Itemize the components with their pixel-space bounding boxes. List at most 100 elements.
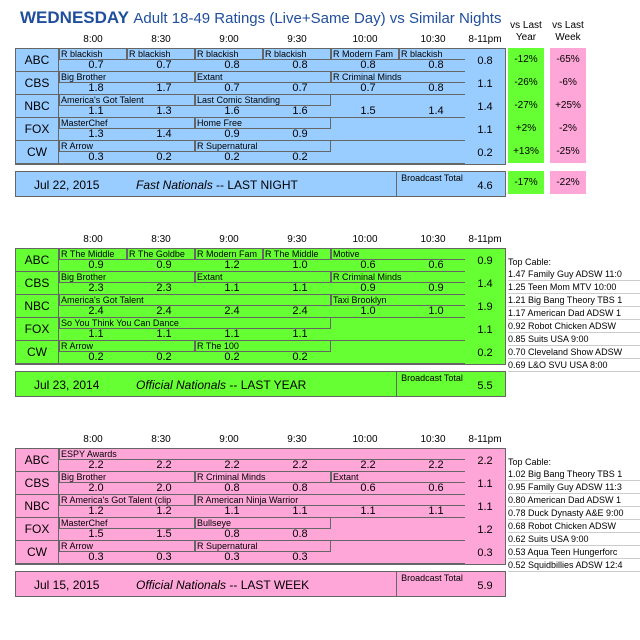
rating-value: 0.3 <box>292 551 308 563</box>
top-cable-item: 1.02 Big Bang Theory TBS 1 <box>508 468 640 481</box>
section-description-period: -- LAST NIGHT <box>216 178 298 192</box>
top-cable-title: Top Cable: <box>508 457 552 467</box>
rating-value: 1.0 <box>292 259 308 271</box>
network-label: ABC <box>16 249 59 271</box>
rating-value: 2.2 <box>88 459 104 471</box>
show-name: Home Free <box>195 118 331 129</box>
network-row-cbs: CBS Big Brother Extant R Criminal Minds 2.3 2… <box>16 272 467 295</box>
rating-value: 1.3 <box>88 128 104 140</box>
ratings-section-green: 8:00 8:30 9:00 9:30 10:00 10:30 8-11pm ABC R The… <box>0 234 640 434</box>
title-day: WEDNESDAY <box>20 8 129 27</box>
vs-last-year-value: +2% <box>508 117 544 140</box>
network-grid: ABC R The Middle R The Goldbe R Modern Fam R… <box>15 248 467 365</box>
rating-value: 1.5 <box>88 528 104 540</box>
network-row-cw: CW R Arrow R Supernatural 0.3 0.3 0.3 0.3 <box>16 541 466 564</box>
vs-last-week-value: -25% <box>550 140 586 163</box>
rating-value: 1.1 <box>156 328 172 340</box>
rating-value: 2.3 <box>88 282 104 294</box>
top-cable-list: Top Cable: 1.47 Family Guy ADSW 11:0 1.25 … <box>508 256 640 372</box>
broadcast-total-label: Broadcast Total <box>396 372 467 396</box>
rating-value: 1.2 <box>88 505 104 517</box>
title-subtitle: Adult 18-49 Ratings (Live+Same Day) vs S… <box>133 10 502 27</box>
rating-value: 0.2 <box>156 351 172 363</box>
broadcast-total-value: 4.6 <box>465 171 506 197</box>
rating-value: 1.1 <box>224 282 240 294</box>
network-label: ABC <box>16 49 59 71</box>
ratings-section-pink: 8:00 8:30 9:00 9:30 10:00 10:30 8-11pm ABC ESPY … <box>0 434 640 634</box>
rating-value: 1.5 <box>360 105 376 117</box>
show-name: R Arrow <box>59 541 195 552</box>
network-total: 1.4 <box>477 101 493 113</box>
rating-value: 2.2 <box>292 459 308 471</box>
rating-value: 1.1 <box>292 328 308 340</box>
time-slot-label: 10:00 <box>352 434 378 445</box>
time-slot-label: 8-11pm <box>468 434 502 445</box>
show-name: R blackish <box>59 49 127 60</box>
show-name: Extant <box>195 272 331 283</box>
show-name: MasterChef <box>59 118 195 129</box>
network-total: 2.2 <box>477 455 493 467</box>
show-name: R The Middle <box>263 249 331 260</box>
rating-value: 0.7 <box>224 82 240 94</box>
network-total: 0.2 <box>477 347 493 359</box>
rating-value: 1.1 <box>88 328 104 340</box>
network-label: NBC <box>16 495 59 517</box>
network-row-abc: ABC R The Middle R The Goldbe R Modern Fam R… <box>16 249 467 272</box>
rating-value: 1.0 <box>360 305 376 317</box>
time-slot-header: 8:00 8:30 9:00 9:30 10:00 10:30 8-11pm vs Last … <box>0 20 640 48</box>
time-slot-label: 8-11pm <box>468 234 502 245</box>
show-name: R Arrow <box>59 341 195 352</box>
rating-value: 0.3 <box>224 551 240 563</box>
top-cable-item: 0.62 Suits USA 9:00 <box>508 533 640 546</box>
rating-value: 1.1 <box>360 505 376 517</box>
network-label: ABC <box>16 449 59 471</box>
rating-value: 0.7 <box>88 59 104 71</box>
top-cable-item: 1.17 American Dad ADSW 1 <box>508 307 640 320</box>
rating-value: 0.9 <box>156 259 172 271</box>
network-row-fox: FOX MasterChef Home Free 1.3 1.4 0.9 0.9 <box>16 118 466 141</box>
total-column: 0.8 1.1 1.4 1.1 0.2 <box>465 48 506 165</box>
rating-value: 2.2 <box>360 459 376 471</box>
top-cable-item: 1.47 Family Guy ADSW 11:0 <box>508 268 640 281</box>
network-label: FOX <box>16 518 59 540</box>
section-footer-bar: Jul 23, 2014 Official Nationals -- LAST Y… <box>15 371 467 397</box>
network-label: CW <box>16 341 59 363</box>
rating-value: 0.8 <box>360 59 376 71</box>
time-slot-label: 8:30 <box>151 434 171 445</box>
network-total: 0.3 <box>477 547 493 559</box>
show-name: R Modern Fam <box>331 49 399 60</box>
rating-value: 0.2 <box>88 351 104 363</box>
rating-value: 1.1 <box>428 505 444 517</box>
time-slot-label: 10:30 <box>420 234 446 245</box>
rating-value: 2.2 <box>156 459 172 471</box>
time-slot-header: 8:00 8:30 9:00 9:30 10:00 10:30 8-11pm <box>0 234 640 248</box>
show-name: Bullseye <box>195 518 331 529</box>
network-total: 1.1 <box>477 501 493 513</box>
network-grid: ABC ESPY Awards 2.2 2.2 2.2 2.2 2.2 2.2 CBS Big B… <box>15 448 467 565</box>
rating-value: 0.8 <box>224 482 240 494</box>
rating-value: 0.9 <box>88 259 104 271</box>
vs-last-year-value: -26% <box>508 71 544 94</box>
broadcast-total-label: Broadcast Total <box>396 572 467 596</box>
network-total: 1.1 <box>477 324 493 336</box>
top-cable-title: Top Cable: <box>508 257 552 267</box>
time-slot-label: 8:00 <box>83 234 103 245</box>
top-cable-item: 0.80 American Dad ADSW 1 <box>508 494 640 507</box>
time-slot-label: 10:30 <box>420 434 446 445</box>
section-description: Fast Nationals -- LAST NIGHT <box>136 178 298 192</box>
top-cable-item: 0.69 L&O SVU USA 8:00 <box>508 359 640 372</box>
rating-value: 0.7 <box>292 82 308 94</box>
rating-value: 0.2 <box>292 351 308 363</box>
section-description: Official Nationals -- LAST YEAR <box>136 378 306 392</box>
section-date: Jul 15, 2015 <box>34 578 100 592</box>
rating-value: 0.2 <box>224 351 240 363</box>
time-slot-label: 9:30 <box>287 34 307 45</box>
show-name: America's Got Talent <box>59 295 331 306</box>
show-name: R The Goldbe <box>127 249 195 260</box>
show-name: R blackish <box>127 49 195 60</box>
network-total: 1.1 <box>477 78 493 90</box>
show-name: R Supernatural <box>195 541 331 552</box>
rating-value: 2.0 <box>88 482 104 494</box>
top-cable-item: 0.53 Aqua Teen Hungerforc <box>508 546 640 559</box>
network-label: CBS <box>16 472 59 494</box>
